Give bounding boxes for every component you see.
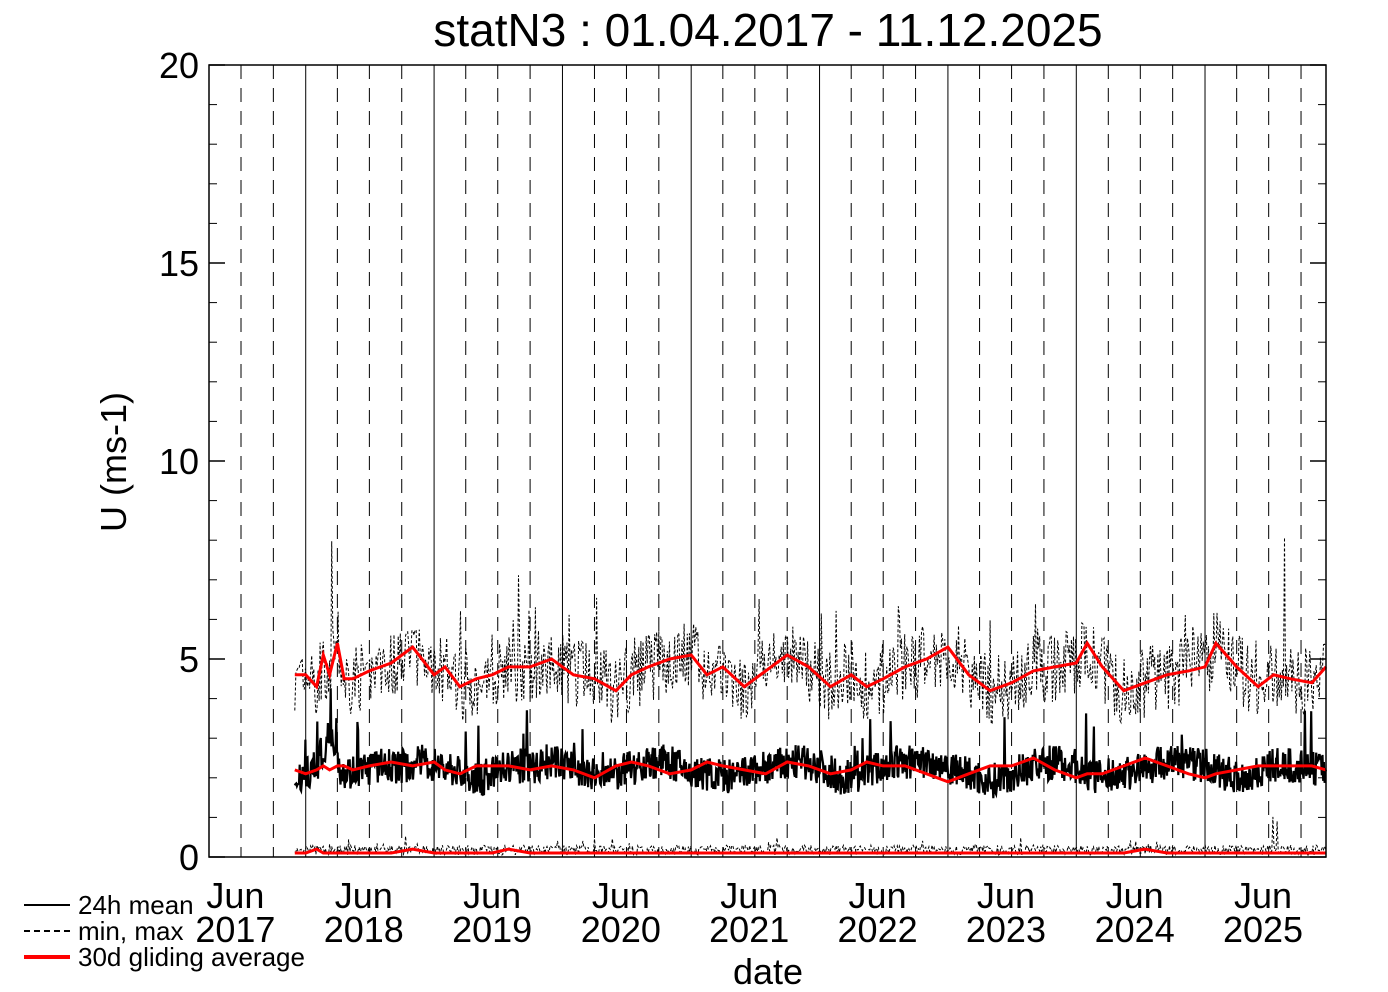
legend-item-mean: 24h mean [24, 892, 305, 918]
legend-swatch-mean [24, 904, 70, 906]
x-tick-label-year: 2019 [452, 909, 532, 950]
x-tick-label-month: Jun [720, 875, 778, 916]
series-30d-average-lower [294, 847, 1326, 855]
x-tick-label-month: Jun [463, 875, 521, 916]
y-tick-label: 5 [179, 639, 199, 680]
x-tick-label-year: 2017 [195, 909, 275, 950]
series-24h-mean [293, 688, 1328, 799]
y-axis-label: U (ms-1) [93, 392, 134, 532]
legend-label-mean: 24h mean [78, 890, 194, 920]
legend-item-minmax: min, max [24, 918, 305, 944]
x-axis-label: date [733, 951, 803, 992]
legend-swatch-minmax [24, 930, 70, 932]
x-tick-label-year: 2020 [581, 909, 661, 950]
chart-title: statN3 : 01.04.2017 - 11.12.2025 [433, 4, 1102, 56]
series-max-line [294, 537, 1326, 726]
legend: 24h mean min, max 30d gliding average [24, 892, 305, 970]
x-tick-label-month: Jun [335, 875, 393, 916]
series-30d-average-mean [294, 756, 1327, 784]
x-tick-label-month: Jun [977, 875, 1035, 916]
series-30d-average-upper [294, 640, 1328, 693]
legend-label-average: 30d gliding average [78, 942, 305, 972]
x-tick-label-year: 2024 [1095, 909, 1175, 950]
x-tick-label-year: 2018 [324, 909, 404, 950]
x-tick-label-year: 2023 [966, 909, 1046, 950]
x-tick-label-month: Jun [849, 875, 907, 916]
y-tick-label: 15 [159, 243, 199, 284]
x-tick-label-year: 2025 [1223, 909, 1303, 950]
x-tick-label-month: Jun [206, 875, 264, 916]
y-tick-label: 10 [159, 441, 199, 482]
y-tick-label: 20 [159, 45, 199, 86]
x-tick-label-month: Jun [1106, 875, 1164, 916]
y-tick-label: 0 [179, 837, 199, 878]
plot-area [208, 64, 1327, 858]
series-layer [293, 537, 1328, 857]
grid-lines [240, 65, 1302, 857]
series-min-line [294, 816, 1327, 857]
legend-item-average: 30d gliding average [24, 944, 305, 970]
x-tick-label-year: 2022 [838, 909, 918, 950]
legend-swatch-average [24, 955, 70, 959]
axis-ticks: 05101520Jun2017Jun2018Jun2019Jun2020Jun2… [159, 45, 1326, 950]
x-tick-label-month: Jun [592, 875, 650, 916]
x-tick-label-year: 2021 [709, 909, 789, 950]
x-tick-label-month: Jun [1234, 875, 1292, 916]
legend-label-minmax: min, max [78, 916, 184, 946]
